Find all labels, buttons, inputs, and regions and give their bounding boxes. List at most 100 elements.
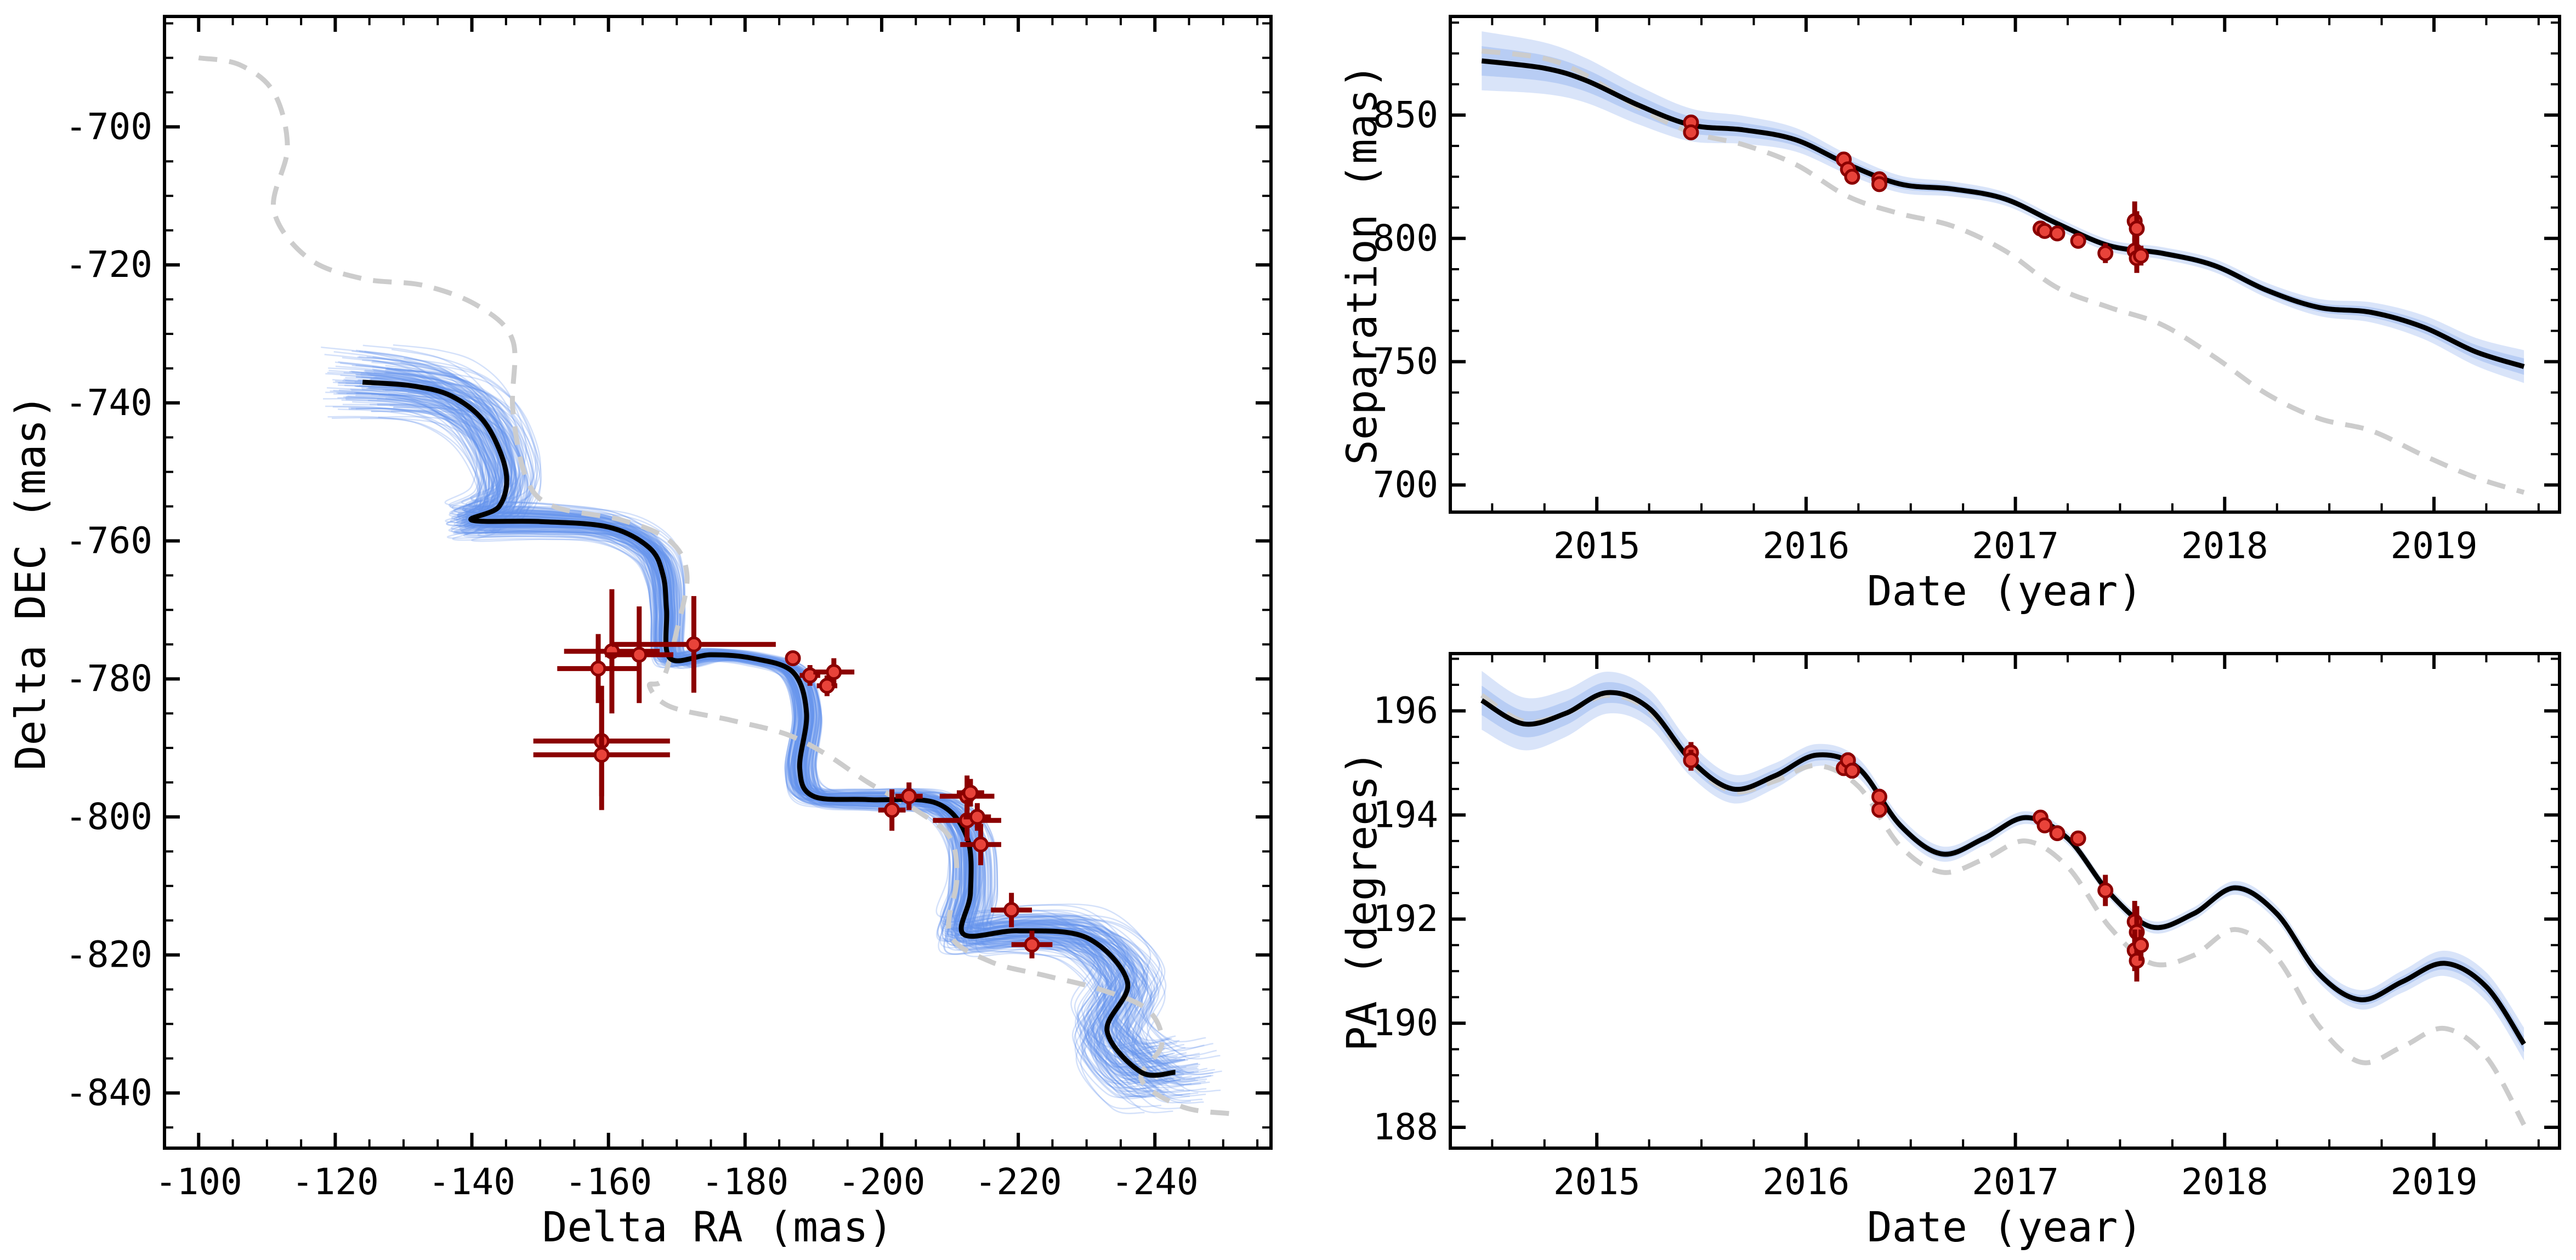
data-point (878, 789, 906, 831)
y-tick-label: -820 (65, 934, 152, 976)
data-point (1871, 802, 1887, 818)
data-point (1844, 763, 1860, 779)
posterior-sample-line (332, 417, 1145, 1115)
y-tick-label: 196 (1373, 689, 1438, 731)
data-marker (1844, 763, 1860, 779)
posterior-sample-line (338, 393, 1151, 1084)
posterior-sample-line (387, 382, 1200, 1081)
posterior-sample-line (351, 389, 1165, 1084)
y-tick-label: 800 (1373, 217, 1438, 259)
data-marker (2070, 830, 2086, 847)
posterior-sample-line (355, 376, 1169, 1068)
x-tick-label: -220 (975, 1161, 1062, 1203)
data-marker (2097, 882, 2114, 899)
y-tick-label: -780 (65, 657, 152, 700)
posterior-sample-line (335, 365, 1149, 1060)
data-marker (2133, 937, 2149, 953)
posterior-sample-line (385, 368, 1199, 1073)
data-point (2133, 246, 2149, 266)
data-marker (685, 636, 702, 652)
posterior-sample-line (350, 370, 1164, 1056)
posterior-sample-line (385, 398, 1199, 1096)
data-marker (901, 788, 917, 804)
data-point (1683, 124, 1699, 140)
posterior-sample-line (327, 387, 1140, 1082)
plot-area (1481, 31, 2525, 495)
posterior-sample-line (361, 387, 1174, 1081)
uncertainty-band-inner (1482, 46, 2524, 375)
data-marker (2036, 223, 2053, 239)
x-tick-label: 2016 (1762, 1161, 1849, 1203)
y-tick-label: 700 (1373, 464, 1438, 506)
posterior-sample-line (345, 382, 1159, 1074)
y-tick-label: -720 (65, 243, 152, 286)
posterior-sample-line (360, 373, 1173, 1059)
data-point (2049, 225, 2066, 242)
data-marker (593, 747, 610, 763)
posterior-sample-line (396, 384, 1210, 1086)
data-point (2097, 875, 2114, 906)
y-tick-label: 750 (1373, 340, 1438, 383)
posterior-sample-line (400, 388, 1213, 1080)
plot-area (198, 55, 1230, 1116)
posterior-sample-line (359, 356, 1172, 1048)
x-tick-label: 2018 (2181, 1161, 2268, 1203)
data-marker (1683, 752, 1699, 769)
posterior-sample-line (404, 357, 1217, 1057)
posterior-sample-line (355, 373, 1168, 1069)
ticks (1450, 654, 2560, 1148)
x-axis-label: Date (year) (1867, 566, 2143, 615)
y-tick-label: -840 (65, 1071, 152, 1114)
posterior-sample-line (325, 391, 1138, 1089)
posterior-sample-line (345, 379, 1158, 1076)
data-marker (1024, 937, 1040, 953)
data-marker (1871, 176, 1887, 192)
posterior-sample-line (365, 371, 1178, 1064)
x-tick-label: -100 (155, 1161, 242, 1203)
posterior-sample-line (338, 382, 1151, 1076)
posterior-samples (321, 344, 1222, 1115)
data-point (2036, 223, 2053, 239)
posterior-sample-line (327, 416, 1141, 1110)
posterior-sample-line (387, 368, 1200, 1058)
observations (533, 589, 1053, 958)
axes-frame (1449, 652, 2561, 1150)
x-tick-label: -140 (428, 1161, 515, 1203)
axes-frame (1449, 15, 2561, 514)
alternative-model-line (198, 55, 1230, 1116)
data-marker (1844, 168, 1860, 185)
data-point (1011, 930, 1053, 958)
data-point (963, 803, 991, 831)
data-point (1844, 168, 1860, 185)
best-fit-line (362, 379, 1176, 1078)
posterior-sample-line (385, 370, 1198, 1067)
y-tick-label: 194 (1373, 793, 1438, 836)
x-tick-label: 2018 (2181, 525, 2268, 567)
x-tick-label: 2016 (1762, 525, 1849, 567)
posterior-sample-line (355, 365, 1169, 1060)
data-marker (969, 809, 985, 825)
posterior-sample-line (351, 371, 1165, 1054)
data-marker (1683, 124, 1699, 140)
posterior-sample-line (385, 365, 1199, 1068)
data-point (2133, 929, 2149, 961)
y-tick-label: 850 (1373, 94, 1438, 136)
posterior-sample-line (394, 368, 1208, 1074)
posterior-sample-line (349, 371, 1162, 1076)
best-fit-line (1481, 58, 2525, 369)
posterior-sample-line (372, 356, 1186, 1054)
y-axis-label: Separation (mas) (1337, 64, 1386, 465)
posterior-sample-line (339, 389, 1152, 1093)
posterior-sample-line (356, 376, 1169, 1069)
data-point (611, 596, 776, 693)
posterior-sample-line (333, 393, 1147, 1099)
data-point (991, 893, 1032, 928)
posterior-sample-line (334, 361, 1148, 1069)
data-point (2049, 825, 2066, 842)
y-tick-label: -800 (65, 796, 152, 838)
x-tick-label: 2015 (1553, 1161, 1641, 1203)
y-tick-label: -740 (65, 382, 152, 424)
posterior-sample-line (342, 380, 1156, 1065)
posterior-sample-line (360, 417, 1173, 1114)
posterior-sample-line (362, 344, 1176, 1041)
